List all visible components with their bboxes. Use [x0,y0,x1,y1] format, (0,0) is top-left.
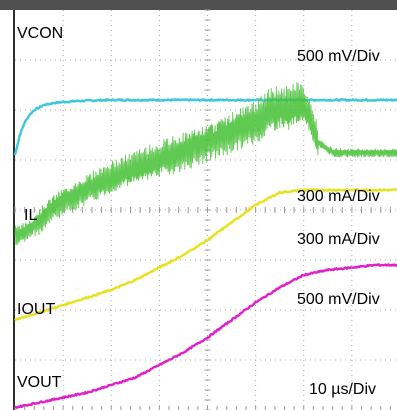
channel-scale-iout: 300 mA/Div [297,231,380,248]
channel-label-vout: VOUT [17,374,62,391]
frame-top [0,0,397,10]
channel-scale-il: 300 mA/Div [297,188,380,205]
channel-label-iout: IOUT [17,301,56,318]
trace-il [14,82,397,246]
channel-label-il: IL [24,207,38,224]
trace-vcon [13,98,397,156]
channel-scale-vout: 500 mV/Div [297,291,380,308]
channel-scale-vcon: 500 mV/Div [297,48,380,65]
trace-vout [14,263,397,409]
time-scale-label: 10 µs/Div [309,381,377,398]
trace-iout [14,188,397,322]
frame-left [13,10,15,410]
channel-label-vcon: VCON [17,25,64,42]
